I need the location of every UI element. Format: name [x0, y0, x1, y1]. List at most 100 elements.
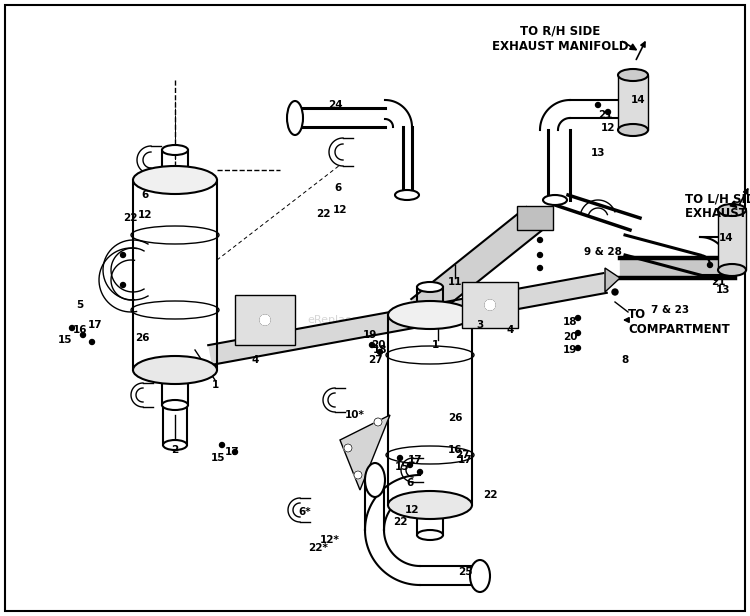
- Circle shape: [575, 315, 580, 320]
- Circle shape: [485, 300, 495, 310]
- Text: 22*: 22*: [308, 543, 328, 553]
- Text: 5: 5: [76, 300, 84, 310]
- Text: 16: 16: [73, 325, 87, 335]
- Text: 22: 22: [483, 490, 497, 500]
- Circle shape: [70, 325, 74, 331]
- Ellipse shape: [718, 264, 746, 276]
- Text: 10*: 10*: [345, 410, 365, 420]
- Circle shape: [707, 262, 712, 267]
- Circle shape: [232, 450, 238, 455]
- Text: 2: 2: [171, 445, 178, 455]
- Text: 13: 13: [716, 285, 730, 295]
- Text: 17: 17: [408, 455, 422, 465]
- Text: 12*: 12*: [320, 535, 340, 545]
- Ellipse shape: [374, 418, 382, 426]
- Ellipse shape: [618, 69, 648, 81]
- Ellipse shape: [287, 101, 303, 135]
- Circle shape: [370, 342, 374, 347]
- Text: 15: 15: [58, 335, 72, 345]
- Text: 13: 13: [591, 148, 605, 158]
- Ellipse shape: [163, 440, 187, 450]
- Ellipse shape: [485, 300, 495, 310]
- Text: TO R/H SIDE
EXHAUST MANIFOLD: TO R/H SIDE EXHAUST MANIFOLD: [492, 25, 628, 53]
- Text: 8: 8: [621, 355, 628, 365]
- Text: 16: 16: [448, 445, 462, 455]
- Text: 9 & 28: 9 & 28: [584, 247, 622, 257]
- Text: 6: 6: [406, 478, 414, 488]
- Text: 3: 3: [476, 320, 484, 330]
- Text: 17: 17: [88, 320, 102, 330]
- Bar: [462, 282, 518, 328]
- Circle shape: [121, 283, 125, 288]
- Circle shape: [612, 289, 618, 295]
- Polygon shape: [209, 273, 607, 365]
- Text: 22: 22: [393, 517, 407, 527]
- Circle shape: [538, 265, 542, 270]
- Text: 20: 20: [370, 340, 386, 350]
- Text: 6*: 6*: [298, 507, 311, 517]
- Text: 12: 12: [601, 123, 615, 133]
- Circle shape: [398, 455, 403, 461]
- Ellipse shape: [162, 145, 188, 155]
- Ellipse shape: [417, 530, 443, 540]
- Ellipse shape: [354, 471, 362, 479]
- Text: 18: 18: [562, 317, 578, 327]
- Text: TO
COMPARTMENT: TO COMPARTMENT: [628, 308, 730, 336]
- Text: 12: 12: [138, 210, 152, 220]
- Text: 6: 6: [141, 190, 148, 200]
- Text: 14: 14: [718, 233, 734, 243]
- Text: 21: 21: [711, 277, 725, 287]
- Text: 1: 1: [211, 380, 219, 390]
- Text: 27: 27: [454, 450, 470, 460]
- Text: 26: 26: [448, 413, 462, 423]
- Circle shape: [596, 102, 601, 108]
- Text: TO L/H SIDE
EXHAUST MANIFOLD: TO L/H SIDE EXHAUST MANIFOLD: [685, 192, 750, 220]
- Bar: [718, 210, 746, 270]
- Text: 1: 1: [431, 340, 439, 350]
- Circle shape: [575, 346, 580, 351]
- Text: 15: 15: [211, 453, 225, 463]
- Circle shape: [377, 349, 382, 354]
- Ellipse shape: [470, 560, 490, 592]
- Circle shape: [89, 339, 94, 344]
- Circle shape: [407, 463, 413, 468]
- Text: 12: 12: [405, 505, 419, 515]
- Text: 18: 18: [373, 345, 387, 355]
- Text: 21: 21: [598, 110, 612, 120]
- Text: 12: 12: [333, 205, 347, 215]
- Ellipse shape: [718, 204, 746, 216]
- Text: 15: 15: [394, 462, 410, 472]
- Bar: [235, 295, 295, 345]
- Ellipse shape: [133, 166, 217, 194]
- Circle shape: [374, 418, 382, 426]
- Text: 19: 19: [363, 330, 377, 340]
- Text: 19: 19: [562, 345, 578, 355]
- Text: 25: 25: [458, 567, 472, 577]
- Bar: [517, 206, 553, 230]
- Ellipse shape: [162, 400, 188, 410]
- Text: 14: 14: [631, 95, 645, 105]
- Text: 22: 22: [123, 213, 137, 223]
- Text: 4: 4: [506, 325, 514, 335]
- Circle shape: [354, 471, 362, 479]
- Circle shape: [575, 331, 580, 336]
- Polygon shape: [411, 207, 544, 321]
- Text: 27: 27: [368, 355, 382, 365]
- Ellipse shape: [344, 444, 352, 452]
- Bar: [618, 75, 648, 130]
- Ellipse shape: [417, 282, 443, 292]
- Circle shape: [121, 253, 125, 257]
- Text: 26: 26: [135, 333, 149, 343]
- Text: 4: 4: [251, 355, 259, 365]
- Ellipse shape: [395, 190, 419, 200]
- Ellipse shape: [365, 463, 385, 497]
- Circle shape: [80, 333, 86, 338]
- Text: 7 & 23: 7 & 23: [651, 305, 689, 315]
- Circle shape: [260, 315, 270, 325]
- Text: 22: 22: [316, 209, 330, 219]
- Circle shape: [418, 469, 422, 474]
- Text: 17: 17: [458, 455, 472, 465]
- Text: 20: 20: [562, 332, 578, 342]
- Ellipse shape: [260, 315, 270, 325]
- Circle shape: [538, 238, 542, 243]
